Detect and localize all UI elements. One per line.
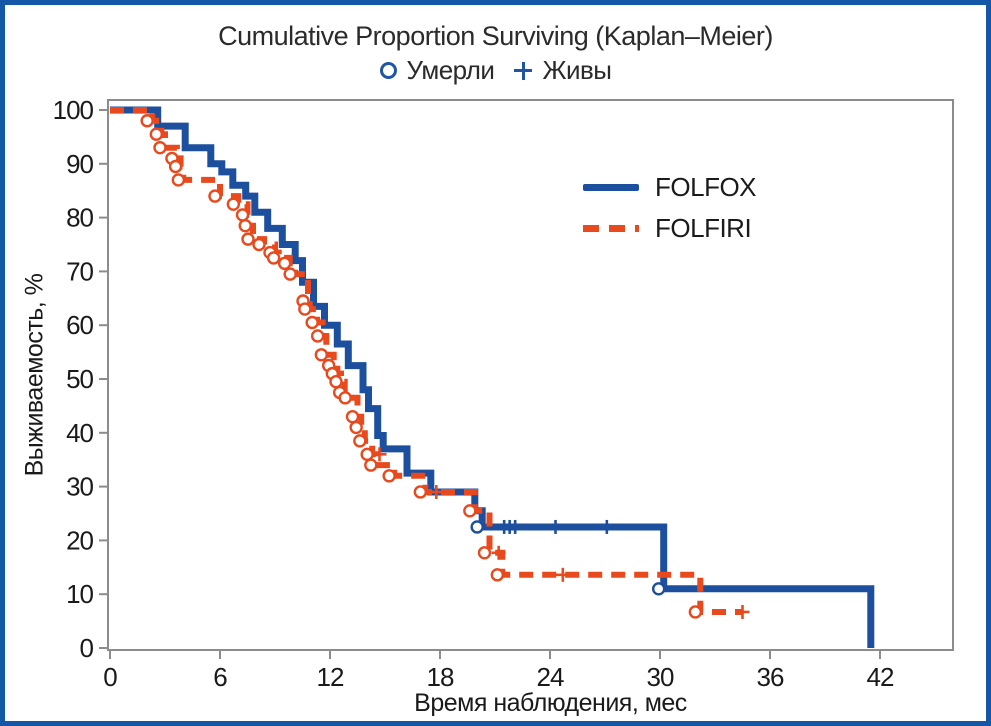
death-event-circle-marker: [140, 114, 154, 128]
x-tick-label: 18: [427, 662, 454, 692]
death-event-circle-marker: [329, 374, 343, 389]
marker-legend: Умерли Живы: [5, 55, 986, 86]
death-event-circle-marker: [149, 127, 164, 141]
death-event-circle-marker: [314, 348, 329, 362]
x-tick-label: 0: [103, 662, 117, 692]
x-tick-label: 6: [213, 662, 227, 692]
death-event-circle-marker: [235, 208, 250, 222]
folfiri-line-swatch: [583, 224, 639, 232]
legend-row-folfox: FOLFOX: [583, 171, 757, 203]
marker-legend-alive-label: Живы: [542, 55, 612, 85]
x-axis-title: Время наблюдения, мес: [414, 689, 687, 717]
x-tick-label: 30: [647, 662, 674, 692]
death-event-circle-marker: [477, 546, 492, 560]
folfox-line-swatch: [583, 183, 639, 191]
death-event-circle-marker: [310, 329, 325, 343]
death-event-circle-marker: [413, 485, 428, 499]
death-event-circle-marker: [382, 469, 396, 483]
death-event-circle-marker: [345, 409, 360, 424]
death-event-circle-marker: [168, 159, 183, 174]
y-tick-label: 60: [66, 310, 93, 340]
x-tick-label: 42: [867, 662, 894, 692]
death-event-circle-marker: [651, 582, 666, 596]
y-tick-label: 10: [66, 579, 93, 609]
plot-frame: [107, 99, 954, 651]
y-tick-label: 20: [66, 525, 93, 555]
death-event-circle-marker: [208, 189, 222, 203]
y-tick-label: 40: [66, 418, 93, 448]
y-axis-title: Выживаемость, %: [20, 273, 49, 477]
y-tick-label: 0: [80, 633, 94, 663]
y-tick-label: 90: [66, 149, 93, 179]
folfox-legend-label: FOLFOX: [655, 171, 757, 202]
death-event-circle-marker: [171, 173, 186, 187]
death-event-circle-marker: [241, 232, 255, 246]
death-event-circle-marker: [353, 434, 367, 448]
alive-plus-icon: [514, 61, 533, 80]
series-legend: FOLFOX FOLFIRI: [583, 171, 757, 244]
death-event-circle-marker: [226, 197, 241, 211]
folfiri-legend-label: FOLFIRI: [655, 212, 752, 243]
death-event-circle-marker: [364, 458, 378, 472]
death-event-circle-marker: [490, 568, 505, 582]
death-event-circle-marker: [463, 504, 477, 518]
death-event-circle-marker: [283, 267, 297, 281]
y-tick-label: 50: [66, 364, 93, 394]
x-tick-label: 24: [537, 662, 564, 692]
death-event-circle-marker: [338, 391, 352, 405]
death-event-circle-marker: [688, 605, 703, 619]
death-event-circle-marker: [305, 315, 319, 330]
y-tick-label: 100: [53, 95, 94, 125]
legend-row-folfiri: FOLFIRI: [583, 212, 756, 244]
series-curve-folfiri: [110, 107, 743, 615]
died-circle-icon: [379, 62, 397, 79]
y-tick-label: 30: [66, 472, 93, 502]
death-event-circle-marker: [349, 420, 363, 435]
x-tick-label: 12: [317, 662, 344, 692]
death-event-circle-marker: [470, 520, 484, 534]
y-tick-label: 80: [66, 203, 93, 233]
death-event-circle-marker: [277, 256, 292, 271]
y-tick-label: 70: [66, 256, 93, 286]
death-event-circle-marker: [153, 140, 167, 155]
death-event-circle-marker: [266, 251, 281, 265]
series-curve-folfox: [110, 106, 875, 648]
km-plot-area: 0 6 12 18 24 30 36 42 0 10 20 30 40 50 60 70 80 90 100: [53, 95, 954, 692]
marker-legend-died-label: Умерли: [406, 55, 495, 85]
death-event-circle-marker: [298, 302, 312, 316]
chart-title: Cumulative Proportion Surviving (Kaplan–…: [218, 21, 773, 51]
x-tick-label: 36: [757, 662, 784, 692]
death-event-circle-marker: [252, 237, 266, 252]
death-event-circle-marker: [238, 218, 252, 233]
death-event-circle-marker: [360, 447, 374, 462]
